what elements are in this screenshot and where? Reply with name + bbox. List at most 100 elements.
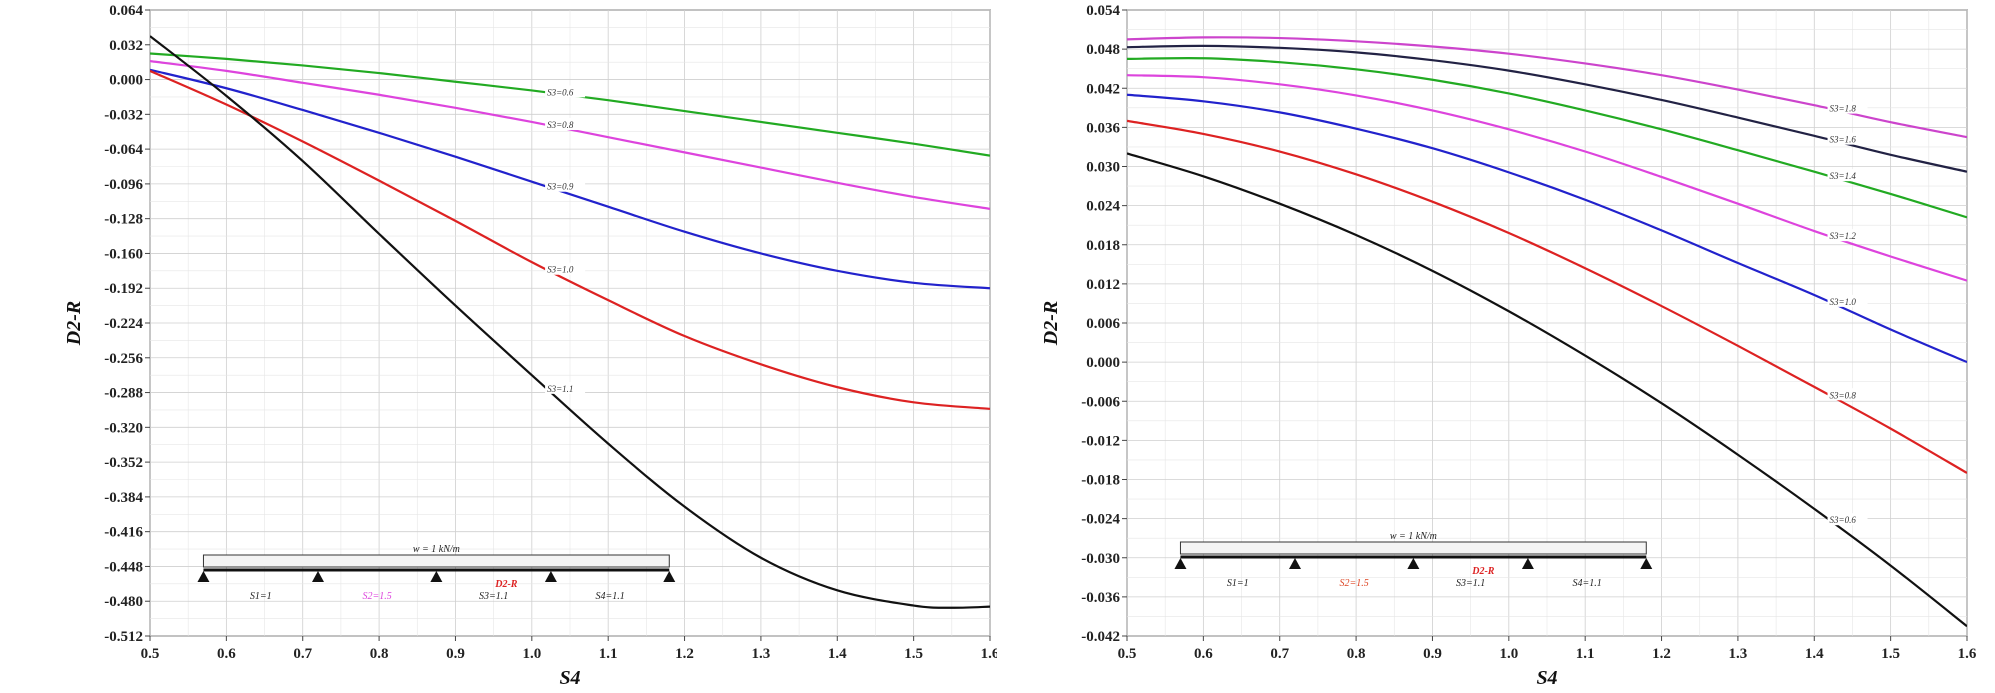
y-tick-label: -0.480 <box>104 594 143 610</box>
x-tick-label: 1.1 <box>1576 646 1595 662</box>
y-tick-label: 0.048 <box>1086 42 1120 58</box>
span-label: S4=1.1 <box>1572 578 1601 589</box>
inset-center-label: D2-R <box>1471 566 1495 577</box>
y-tick-label: 0.054 <box>1086 3 1120 19</box>
y-tick-label: 0.032 <box>109 38 143 54</box>
y-tick-label: 0.030 <box>1086 160 1120 176</box>
x-tick-label: 1.5 <box>1881 646 1900 662</box>
span-label: S2=1.5 <box>363 591 392 602</box>
support-triangle <box>312 571 324 582</box>
x-axis-title: S4 <box>1536 667 1557 689</box>
x-tick-label: 0.7 <box>293 646 312 662</box>
series-label: S3=1.0 <box>547 265 574 275</box>
span-label: S2=1.5 <box>1340 578 1369 589</box>
chart-right: 0.5 0.6 0.7 0.8 0.9 1.0 1.1 1.2 1.3 1.4 1.5 1.6 0.05… <box>1040 3 1977 689</box>
x-tick-label: 1.4 <box>1805 646 1824 662</box>
y-tick-label: -0.064 <box>104 142 143 158</box>
series-label-bg <box>545 179 586 192</box>
series-label: S3=0.8 <box>1830 390 1857 400</box>
support-triangle <box>663 571 676 582</box>
span-label: S3=1.1 <box>479 591 508 602</box>
y-tick-label: -0.006 <box>1081 394 1120 410</box>
y-tick-label: -0.036 <box>1081 590 1120 606</box>
x-tick-label: 0.8 <box>1347 646 1366 662</box>
series-label: S3=0.9 <box>547 182 574 192</box>
y-tick-label: -0.416 <box>104 525 143 541</box>
y-tick-label: -0.030 <box>1081 551 1120 567</box>
series-line-s3-1-1 <box>150 35 990 609</box>
series-line-s3-1-8 <box>1127 36 1967 139</box>
y-tick-label: -0.160 <box>104 246 143 262</box>
series-label: S3=0.8 <box>547 120 574 130</box>
inset-center-label: D2-R <box>494 579 518 590</box>
series-label-bg <box>1827 101 1868 114</box>
series-label-bg <box>545 85 586 98</box>
y-tick-label: -0.224 <box>104 316 143 332</box>
support-triangle <box>1174 558 1187 569</box>
y-tick-label: -0.032 <box>104 107 143 123</box>
x-tick-label: 1.0 <box>522 646 541 662</box>
series-label-bg <box>1827 229 1868 242</box>
series-label-bg <box>1827 169 1868 182</box>
y-tick-label: -0.384 <box>104 490 143 506</box>
series-label-bg <box>1827 132 1868 145</box>
beam-inset: w = 1 kN/m S1=1 S2=1.5 S3=1.1 S4=1.1 D2-R <box>1174 531 1653 589</box>
support-triangle <box>1640 558 1653 569</box>
y-tick-label: -0.352 <box>104 455 143 471</box>
series-label: S3=1.1 <box>547 384 573 394</box>
series-label-bg <box>1827 388 1868 401</box>
span-label: S3=1.1 <box>1456 578 1485 589</box>
x-tick-label: 0.8 <box>370 646 389 662</box>
support-triangle <box>197 571 210 582</box>
support-triangle <box>544 571 557 582</box>
x-tick-label: 1.6 <box>1958 646 1977 662</box>
support-triangle <box>1289 558 1301 569</box>
y-tick-label: -0.018 <box>1081 473 1120 489</box>
x-tick-label: 0.5 <box>1118 646 1137 662</box>
x-tick-label: 0.7 <box>1270 646 1289 662</box>
y-tick-label: -0.448 <box>104 559 143 575</box>
y-axis-title: D2-R <box>63 301 85 346</box>
chart-left: 0.5 0.6 0.7 0.8 0.9 1.0 1.1 1.2 1.3 1.4 1.5 1.6 0.06… <box>63 3 997 689</box>
distributed-load <box>202 554 670 568</box>
series-label: S3=0.6 <box>547 87 574 97</box>
x-tick-label: 1.5 <box>904 646 923 662</box>
series-label-bg <box>545 262 586 275</box>
y-axis-title: D2-R <box>1040 301 1062 346</box>
x-axis-title: S4 <box>559 667 580 689</box>
series-label: S3=1.6 <box>1830 135 1857 145</box>
support-triangle <box>1407 558 1420 569</box>
x-tick-label: 1.3 <box>1729 646 1748 662</box>
y-tick-label: 0.042 <box>1086 81 1120 97</box>
y-tick-label: 0.064 <box>109 3 143 19</box>
span-label: S1=1 <box>250 591 272 602</box>
x-tick-label: 0.6 <box>217 646 236 662</box>
y-tick-label: -0.320 <box>104 420 143 436</box>
series-line-s3-1-0 <box>150 69 990 410</box>
y-tick-label: -0.096 <box>104 177 143 193</box>
y-tick-label: -0.512 <box>104 629 143 645</box>
x-tick-label: 0.9 <box>1423 646 1442 662</box>
beam-inset: w = 1 kN/m S1=1 S2=1.5 S3=1.1 S4=1.1 D2-R <box>197 544 676 602</box>
series-line-s3-1-2 <box>1127 74 1967 282</box>
x-tick-label: 1.1 <box>599 646 618 662</box>
series-line-s3-0-9 <box>150 68 990 290</box>
series-label: S3=1.4 <box>1830 171 1857 181</box>
load-label: w = 1 kN/m <box>413 544 460 555</box>
x-tick-label: 0.9 <box>446 646 465 662</box>
series-line-s3-1-6 <box>1127 44 1967 173</box>
y-tick-label: 0.000 <box>109 73 143 89</box>
y-tick-label: -0.042 <box>1081 629 1120 645</box>
x-tick-label: 1.4 <box>828 646 847 662</box>
span-label: S1=1 <box>1227 578 1249 589</box>
span-label: S4=1.1 <box>595 591 624 602</box>
y-tick-label: -0.024 <box>1081 512 1120 528</box>
series-line-s3-0-8 <box>1127 119 1967 474</box>
support-triangle <box>430 571 443 582</box>
y-tick-label: -0.192 <box>104 281 143 297</box>
series-label-bg <box>545 381 586 394</box>
y-tick-label: 0.006 <box>1086 316 1120 332</box>
y-tick-label: 0.000 <box>1086 355 1120 371</box>
series-label: S3=1.2 <box>1830 231 1857 241</box>
